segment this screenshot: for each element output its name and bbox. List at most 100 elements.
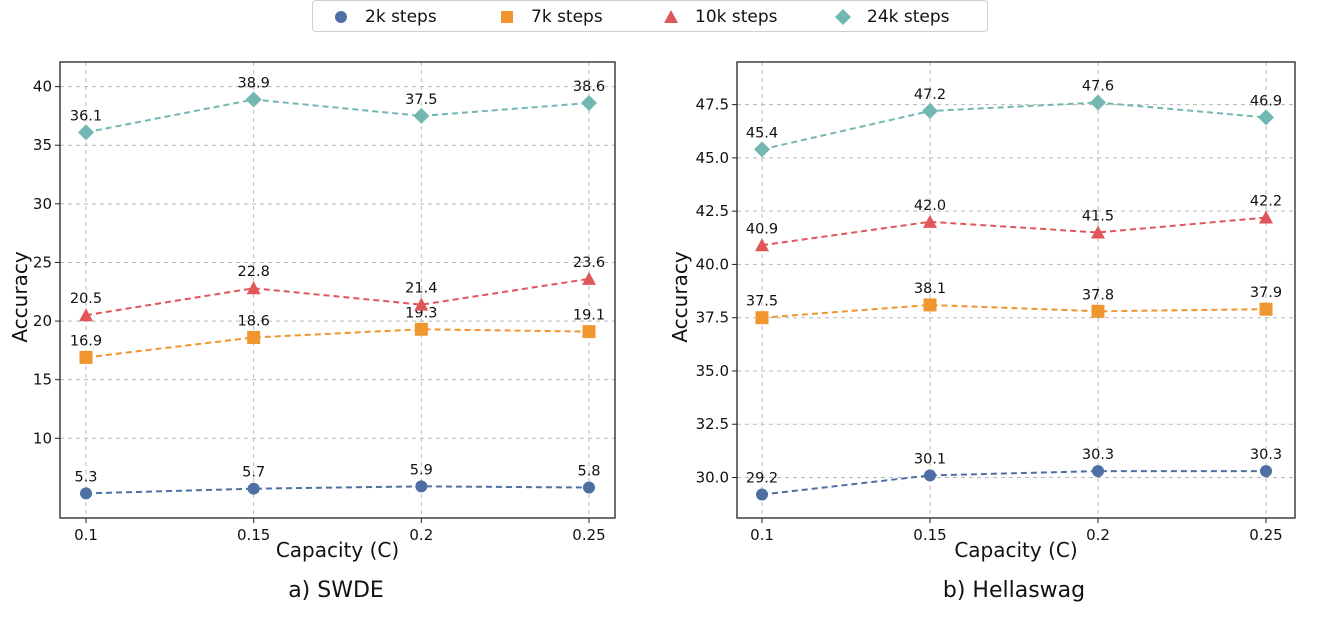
legend-item-10k: 10k steps <box>657 5 778 29</box>
y-tick-label: 47.5 <box>696 96 729 114</box>
data-point <box>1259 210 1273 224</box>
data-label: 30.3 <box>1082 447 1114 463</box>
legend-item-24k: 24k steps <box>829 5 950 29</box>
series-line-10k-steps <box>761 216 1267 247</box>
data-label: 30.1 <box>914 451 946 467</box>
y-tick-label: 40 <box>33 78 52 96</box>
x-tick-label: 0.15 <box>913 526 946 544</box>
data-point <box>755 311 769 325</box>
data-label: 41.5 <box>1082 208 1114 224</box>
data-label: 37.8 <box>1082 287 1114 303</box>
data-point <box>756 488 768 501</box>
legend-marker-diamond <box>835 9 851 25</box>
data-point <box>1092 465 1104 478</box>
data-label: 38.6 <box>573 79 605 95</box>
series-line-7k-steps <box>85 328 590 359</box>
x-tick-label: 0.25 <box>1249 526 1282 544</box>
data-label: 29.2 <box>746 471 778 487</box>
caption-hellaswag: b) Hellaswag <box>942 578 1086 603</box>
x-tick-label: 0.2 <box>1086 526 1110 544</box>
data-point <box>247 330 261 344</box>
data-point <box>245 91 262 108</box>
data-point <box>924 469 936 482</box>
data-label: 19.1 <box>573 308 605 324</box>
y-tick-label: 40.0 <box>696 255 729 273</box>
data-label: 20.5 <box>70 291 102 307</box>
data-point <box>1090 94 1106 111</box>
y-tick-label: 37.5 <box>696 309 729 327</box>
data-point <box>80 487 92 500</box>
data-label: 19.3 <box>405 305 437 321</box>
data-label: 5.3 <box>74 469 97 485</box>
data-label: 37.9 <box>1250 285 1282 301</box>
data-label: 5.9 <box>410 462 433 478</box>
y-axis-label: Accuracy <box>668 251 692 342</box>
data-point <box>79 350 93 364</box>
data-label: 42.0 <box>914 198 946 214</box>
x-axis-label: Capacity (C) <box>276 538 399 562</box>
y-tick-label: 25 <box>33 253 52 271</box>
series-line-7k-steps <box>761 303 1267 319</box>
data-point <box>1259 302 1273 316</box>
legend-label: 24k steps <box>867 7 950 27</box>
data-label: 38.9 <box>238 76 270 92</box>
data-point <box>923 298 937 312</box>
data-label: 40.9 <box>746 221 778 237</box>
series-line-10k-steps <box>85 277 590 317</box>
data-label: 18.6 <box>238 313 270 329</box>
data-point <box>1091 304 1105 318</box>
x-axis-label: Capacity (C) <box>954 538 1077 562</box>
x-tick-label: 0.25 <box>572 526 605 544</box>
series-line-24k-steps <box>761 101 1267 151</box>
plot-frame <box>736 61 1296 519</box>
legend-marker-square <box>501 11 513 23</box>
data-point <box>415 480 428 493</box>
y-tick-label: 32.5 <box>696 415 729 433</box>
data-label: 23.6 <box>573 255 605 271</box>
legend-item-7k: 7k steps <box>493 5 603 29</box>
data-label: 37.5 <box>405 92 437 108</box>
data-point <box>1260 465 1272 478</box>
y-tick-label: 45.0 <box>696 149 729 167</box>
data-point <box>1091 225 1105 239</box>
x-tick-label: 0.15 <box>237 526 270 544</box>
y-axis-label: Accuracy <box>8 251 32 342</box>
data-point <box>582 271 596 285</box>
caption-swde: a) SWDE <box>288 578 384 603</box>
series-line-2k-steps <box>85 485 590 495</box>
data-point <box>582 325 596 339</box>
data-point <box>413 107 430 124</box>
legend-item-2k: 2k steps <box>327 5 437 29</box>
legend-label: 7k steps <box>531 7 603 27</box>
data-point <box>923 214 937 228</box>
data-point <box>922 103 938 120</box>
y-tick-label: 20 <box>33 312 52 330</box>
legend-marker-triangle <box>664 10 678 23</box>
data-label: 36.1 <box>70 108 102 124</box>
data-label: 21.4 <box>405 281 437 297</box>
data-point <box>754 141 770 158</box>
legend-label: 10k steps <box>695 7 778 27</box>
series-line-24k-steps <box>85 98 590 134</box>
data-point <box>755 238 769 252</box>
y-tick-label: 30.0 <box>696 469 729 487</box>
data-point <box>414 322 428 336</box>
data-label: 5.7 <box>242 465 265 481</box>
chart-legend: 2k steps 7k steps 10k steps 24k steps <box>312 0 988 32</box>
x-tick-label: 0.1 <box>750 526 774 544</box>
data-point <box>247 482 260 495</box>
data-label: 45.4 <box>746 125 778 141</box>
data-label: 5.8 <box>577 464 600 480</box>
legend-marker-circle <box>335 11 347 23</box>
data-point <box>78 124 94 141</box>
data-point <box>414 297 429 311</box>
data-label: 38.1 <box>914 281 946 297</box>
y-tick-label: 30 <box>33 195 52 213</box>
data-point <box>583 481 595 494</box>
data-label: 37.5 <box>746 294 778 310</box>
data-label: 16.9 <box>70 333 102 349</box>
data-label: 22.8 <box>238 264 270 280</box>
y-tick-label: 10 <box>33 429 52 447</box>
data-point <box>246 281 261 295</box>
